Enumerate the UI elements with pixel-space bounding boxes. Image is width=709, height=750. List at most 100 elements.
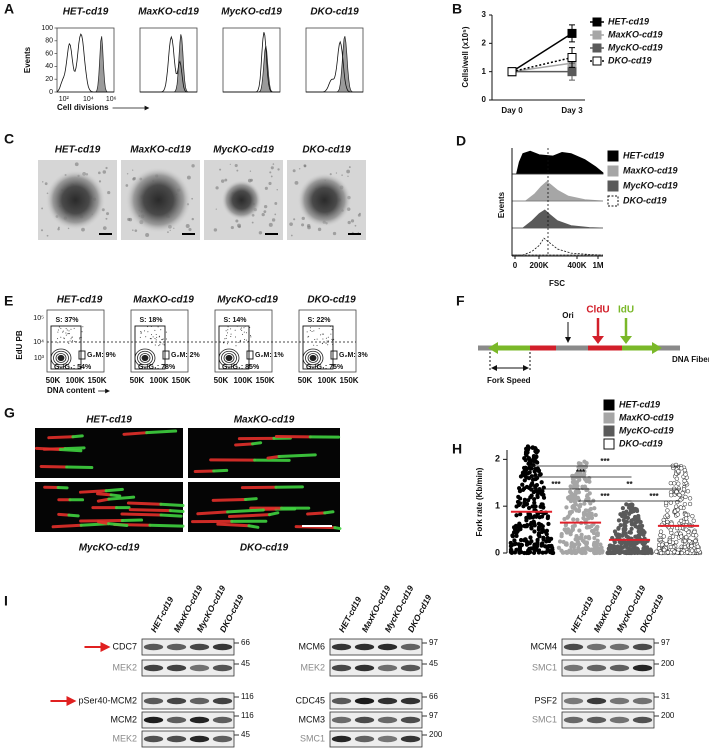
dot (658, 529, 664, 534)
event (159, 335, 161, 337)
fiber-track (126, 501, 163, 506)
event (81, 331, 83, 333)
dot (533, 446, 538, 451)
y-tick-label: 3 (482, 10, 487, 19)
band (354, 735, 375, 743)
dot (563, 542, 569, 547)
cell (347, 220, 351, 225)
cell (220, 179, 225, 183)
band (212, 716, 233, 724)
dot (527, 512, 533, 517)
fiber-track (159, 502, 185, 508)
histogram (512, 150, 604, 175)
dot (616, 525, 621, 531)
y-tick-label: 10³ (34, 355, 45, 362)
dot (559, 531, 564, 537)
event (66, 329, 68, 331)
event (230, 328, 232, 330)
fiber-track (148, 523, 185, 528)
dot (524, 484, 530, 490)
band (400, 735, 421, 743)
dot (669, 493, 674, 498)
fiber-track (250, 441, 263, 446)
band (189, 735, 210, 743)
dot (532, 514, 537, 519)
gate-label: S: 37% (56, 317, 80, 324)
event (237, 341, 239, 343)
dot (534, 544, 540, 549)
gate-label: S: 22% (308, 317, 332, 324)
dot (683, 512, 689, 518)
density-contour (223, 353, 235, 363)
event (327, 344, 329, 346)
dot (625, 535, 631, 540)
cell (102, 226, 107, 230)
density-contour (307, 353, 319, 363)
legend-marker (607, 165, 619, 177)
cell (270, 166, 274, 170)
x-tick-label: 0 (513, 261, 518, 270)
band (563, 643, 584, 651)
fiber-track (96, 492, 113, 497)
dot (682, 478, 687, 483)
fiber-track (107, 522, 129, 527)
dot (565, 527, 570, 533)
dot (535, 448, 540, 454)
event (307, 336, 309, 338)
dot (606, 550, 611, 555)
cell (236, 169, 239, 172)
cell (102, 170, 107, 174)
event (318, 328, 320, 330)
dot (682, 544, 688, 550)
x-tick-label: 150K (339, 376, 358, 385)
event (152, 336, 154, 338)
fiber-track (39, 464, 69, 469)
event (314, 339, 316, 341)
fiber-track (323, 510, 335, 515)
density-contour (57, 354, 65, 362)
x-tick-label: 10² (59, 96, 70, 103)
cell (294, 180, 299, 185)
fiber-track (71, 434, 84, 439)
density-contour (55, 353, 67, 363)
event (319, 334, 321, 336)
dot (584, 541, 589, 546)
x-tick-label: 100K (149, 376, 168, 385)
event (250, 335, 252, 337)
x-tick-label: 50K (46, 376, 61, 385)
event (71, 337, 73, 339)
size-marker: 97 (429, 638, 438, 647)
dot (508, 540, 513, 546)
event (65, 332, 67, 334)
protein-label: SMC1 (532, 714, 557, 724)
cell (126, 173, 129, 175)
data-point (567, 67, 577, 77)
event (70, 338, 72, 340)
panel-title: MycKO-cd19 (213, 145, 274, 156)
dot (616, 550, 622, 555)
dot (528, 522, 533, 527)
dot (692, 529, 697, 535)
annotation: Ori (562, 311, 574, 320)
blot-strip (141, 711, 235, 729)
dot (677, 492, 682, 498)
dot (674, 539, 679, 545)
cell (268, 181, 272, 186)
protein-label: SMC1 (532, 662, 557, 672)
band (400, 664, 421, 672)
event (57, 329, 59, 331)
fiber-track (226, 508, 265, 514)
panel-title: MaxKO-cd19 (234, 415, 295, 426)
dot (518, 537, 524, 543)
annotation: DNA Fiber (672, 355, 709, 364)
dot (663, 500, 669, 505)
arrow-head (488, 342, 498, 354)
dot (529, 487, 534, 492)
dot (583, 535, 588, 540)
y-axis-label: Cells/well (x10⁵) (461, 26, 470, 87)
cell (44, 182, 48, 186)
dot (549, 543, 554, 549)
panel-title: MaxKO-cd19 (130, 145, 191, 156)
gate-label: S: 18% (140, 317, 164, 324)
panel-title: HET-cd19 (57, 295, 103, 306)
